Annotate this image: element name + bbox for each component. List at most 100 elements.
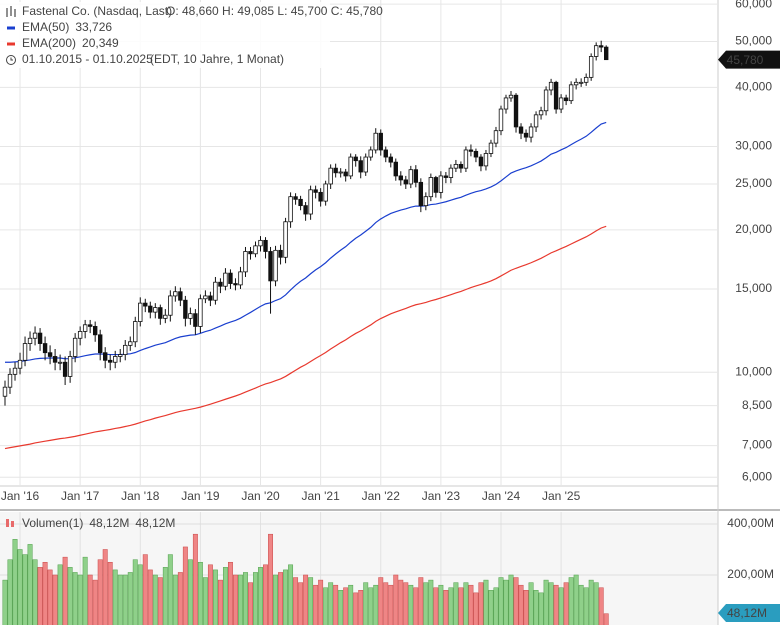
candle-body: [338, 171, 343, 174]
candle-body: [248, 251, 253, 255]
volume-bar: [182, 546, 188, 625]
volume-bar: [17, 549, 23, 625]
volume-badge-label: 48,12M: [727, 606, 767, 620]
candle-body: [423, 196, 429, 207]
candle-body: [128, 341, 133, 346]
volume-bar: [263, 564, 268, 625]
volume-bar: [212, 569, 218, 625]
volume-bar: [283, 569, 289, 625]
volume-bar: [588, 579, 594, 625]
candle-body: [158, 307, 163, 319]
volume-bar: [503, 579, 509, 625]
candle-body: [333, 167, 338, 174]
candle-body: [42, 343, 48, 354]
candle-body: [273, 249, 278, 282]
y-tick-label: 40,000: [735, 80, 772, 94]
candle-body: [393, 161, 398, 177]
volume-bar: [543, 579, 549, 625]
volume-bar: [463, 582, 469, 625]
volume-bar: [32, 559, 38, 625]
candle-body: [143, 302, 148, 307]
volume-bar: [187, 559, 193, 625]
volume-bar: [2, 579, 8, 625]
volume-bar: [358, 590, 364, 625]
volume-bar: [548, 582, 554, 625]
candle-body: [213, 281, 218, 301]
candle-body: [358, 160, 363, 173]
volume-bar: [293, 577, 299, 625]
volume-bar: [393, 574, 399, 625]
volume-bar: [603, 613, 609, 625]
volume-bar: [122, 574, 128, 625]
candle-body: [493, 130, 499, 144]
candle-body: [77, 331, 83, 339]
candle-body: [203, 295, 208, 300]
candle-body: [323, 183, 328, 202]
volume-bar: [468, 584, 474, 625]
volume-bar: [253, 572, 258, 625]
candle-body: [518, 126, 524, 134]
plot: Jan '16 Jan '17 Jan '18 Jan '19 Jan '20 Jan '…: [0, 0, 718, 625]
candle-body: [604, 46, 609, 61]
volume-bar: [57, 564, 63, 625]
candle-body: [208, 295, 213, 301]
candle-body: [7, 373, 13, 388]
x-tick-label: Jan '21: [301, 489, 340, 503]
candle-body: [578, 81, 584, 84]
volume-bar: [573, 574, 579, 625]
clock-icon: [6, 55, 16, 65]
candle-body: [573, 81, 579, 86]
y-tick-label: 6,000: [742, 469, 772, 483]
ohlc-text: O: 48,660 H: 49,085 L: 45,700 C: 45,780: [166, 4, 383, 18]
volume-bar: [228, 561, 233, 625]
candle-body: [57, 361, 63, 364]
candle-body: [308, 189, 313, 215]
candle-body: [478, 156, 484, 167]
candle-body: [368, 149, 373, 158]
candle-body: [92, 326, 98, 336]
x-tick-label: Jan '24: [482, 489, 521, 503]
volume-bar: [383, 582, 389, 625]
candle-body: [283, 221, 288, 258]
volume-bar: [157, 577, 163, 625]
volume-bar: [298, 582, 304, 625]
ema-line: [4, 225, 607, 450]
candle-body: [82, 324, 88, 332]
candle-body: [153, 307, 158, 313]
candle-body: [483, 153, 489, 167]
candle-body: [433, 177, 439, 193]
volume-bar: [563, 582, 569, 625]
candle-body: [188, 313, 193, 319]
legend-label: EMA(200): [22, 36, 76, 50]
candle-body: [448, 167, 454, 178]
candle-body: [418, 181, 424, 207]
volume-bar: [192, 533, 198, 625]
volume-bar: [493, 587, 499, 625]
price-badge-label: 45,780: [727, 53, 764, 67]
title: Fastenal Co. (Nasdaq, Last): [22, 4, 172, 18]
candle-body: [12, 367, 18, 375]
bars-icon: [6, 6, 16, 17]
volume-bar: [52, 574, 58, 625]
candle-body: [563, 97, 569, 102]
volume-bar: [508, 574, 514, 625]
volume-bar: [428, 579, 434, 625]
candle-body: [568, 84, 574, 102]
candle-body: [27, 337, 33, 344]
volume-bar: [278, 572, 284, 625]
volume-bar: [132, 559, 138, 625]
volume-bar: [47, 569, 53, 625]
volume-bar: [62, 556, 68, 625]
x-tick-label: Jan '20: [241, 489, 280, 503]
candle-body: [183, 299, 188, 319]
volume-bar: [558, 587, 564, 625]
volume-bar: [72, 572, 78, 625]
legend-box: [0, 2, 330, 68]
x-tick-label: Jan '19: [181, 489, 220, 503]
candle-body: [428, 177, 434, 198]
y-tick-label: 60,000: [735, 0, 772, 10]
volume-bar: [488, 590, 494, 625]
x-tick-label: Jan '23: [422, 489, 461, 503]
volume-bar: [458, 587, 464, 625]
